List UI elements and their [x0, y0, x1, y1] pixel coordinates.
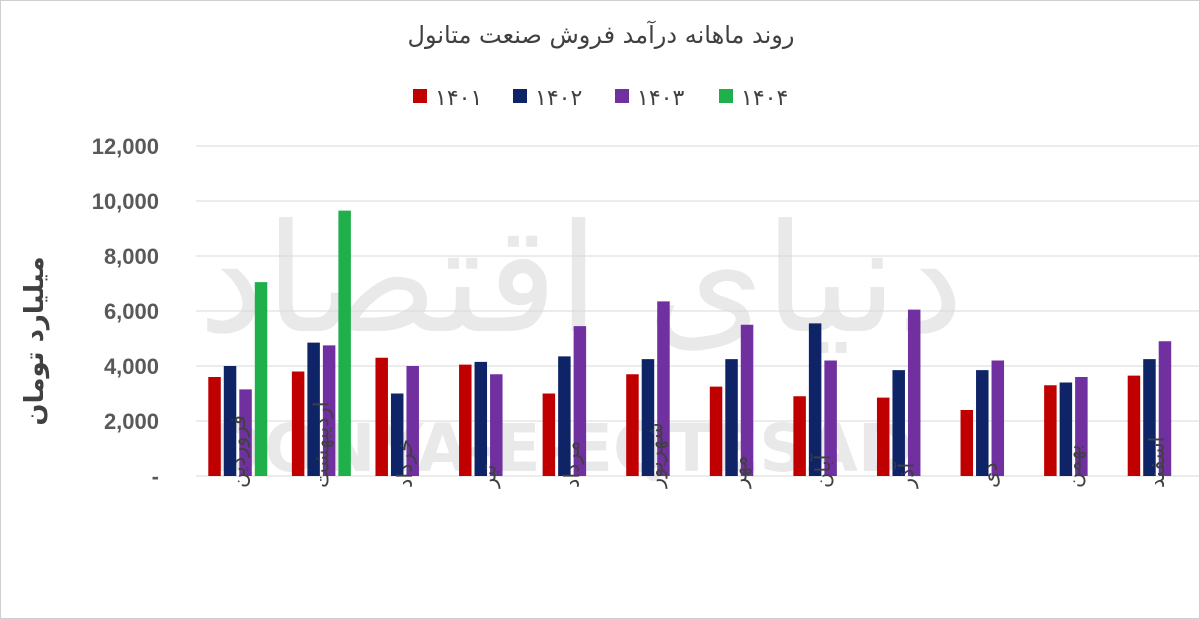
bar	[960, 410, 974, 476]
bar	[390, 393, 404, 476]
legend-swatch	[513, 89, 527, 103]
y-axis: - 2,000 4,000 6,000 8,000 10,000 12,000	[92, 134, 159, 489]
x-tick-label: اسفند	[1145, 437, 1169, 488]
bar	[991, 360, 1005, 476]
y-tick-label: 2,000	[104, 409, 159, 434]
y-tick-label: -	[152, 464, 159, 489]
bar	[208, 377, 221, 476]
x-tick-label: شهریور	[644, 422, 668, 489]
bar	[876, 397, 890, 476]
y-tick-label: 12,000	[92, 134, 159, 159]
x-tick-label: آذر	[893, 462, 918, 489]
bar	[657, 301, 670, 476]
x-tick-label: دی	[978, 462, 1002, 488]
x-tick-label: مهر	[727, 455, 751, 489]
y-axis-label: میلیارد تومان	[20, 256, 50, 425]
bars	[208, 210, 1172, 476]
bar	[793, 396, 806, 476]
x-tick-label: اردیبهشت	[309, 401, 333, 488]
bar	[474, 361, 488, 476]
bar	[307, 342, 320, 476]
bar	[907, 309, 921, 476]
bar	[709, 386, 723, 476]
legend-swatch	[615, 89, 629, 103]
bar	[490, 374, 503, 476]
bar	[725, 359, 738, 476]
bar	[740, 324, 754, 476]
x-tick-label: بهمن	[1062, 444, 1086, 488]
x-tick-label: آبان	[810, 453, 835, 488]
bar	[1075, 377, 1088, 476]
x-tick-label: مرداد	[560, 441, 584, 488]
bar	[573, 326, 587, 476]
legend-label: ۱۴۰۴	[741, 86, 788, 111]
x-tick-label: تیر	[477, 464, 501, 489]
bar	[291, 371, 305, 476]
legend-label: ۱۴۰۱	[435, 86, 482, 111]
bar	[1143, 359, 1156, 476]
x-axis: فروردین اردیبهشت خرداد تیر مرداد شهریور مهر آبا…	[226, 401, 1169, 489]
bar	[1127, 375, 1141, 476]
gridlines	[196, 145, 1199, 477]
bar	[641, 359, 655, 476]
bar	[1044, 385, 1057, 476]
bar	[406, 366, 419, 476]
y-tick-label: 6,000	[104, 299, 159, 324]
y-tick-label: 10,000	[92, 189, 159, 214]
y-tick-label: 4,000	[104, 354, 159, 379]
bar	[459, 364, 472, 476]
legend-label: ۱۴۰۲	[535, 86, 582, 111]
bar	[892, 370, 905, 476]
bar	[626, 374, 639, 476]
legend: ۱۴۰۱ ۱۴۰۲ ۱۴۰۳ ۱۴۰۴	[413, 86, 788, 111]
bar	[808, 323, 822, 476]
bar	[1158, 341, 1172, 476]
chart-title: روند ماهانه درآمد فروش صنعت متانول	[408, 20, 795, 49]
bar	[254, 282, 268, 476]
bar	[322, 345, 336, 476]
bar	[338, 210, 351, 476]
bar	[976, 370, 989, 476]
x-tick-label: خرداد	[393, 439, 417, 488]
y-tick-label: 8,000	[104, 244, 159, 269]
legend-swatch	[719, 89, 733, 103]
bar	[542, 393, 556, 476]
legend-swatch	[413, 89, 427, 103]
x-tick-label: فروردین	[226, 415, 250, 488]
bar	[223, 366, 237, 476]
bar	[558, 356, 571, 476]
bar	[375, 357, 388, 476]
legend-label: ۱۴۰۳	[637, 86, 684, 111]
bar	[1059, 382, 1073, 476]
bar	[239, 389, 252, 476]
bar	[824, 360, 837, 476]
